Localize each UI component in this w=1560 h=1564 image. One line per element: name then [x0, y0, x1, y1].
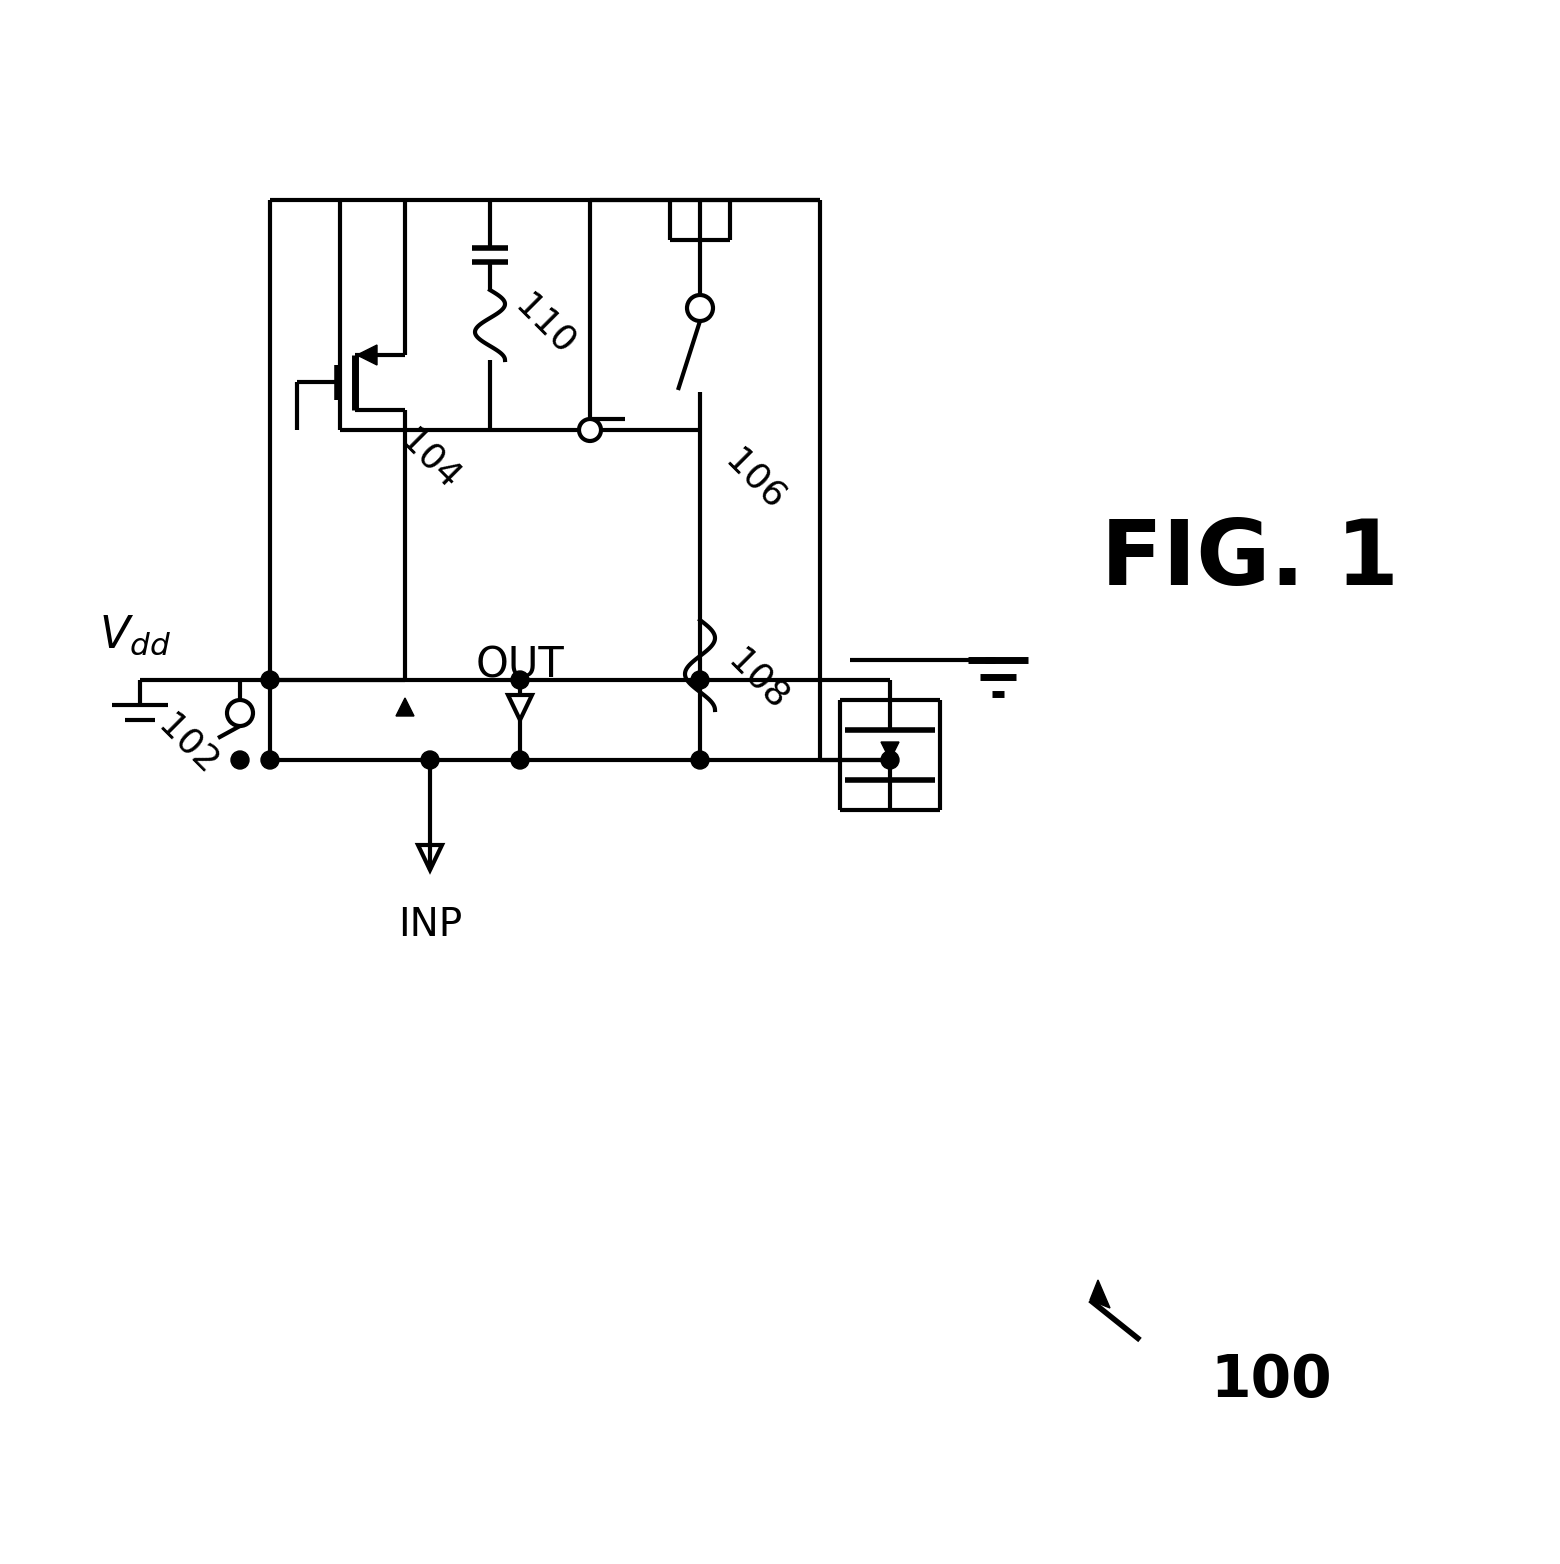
Polygon shape — [881, 741, 899, 760]
Circle shape — [228, 701, 253, 726]
Circle shape — [881, 751, 899, 769]
Text: 110: 110 — [509, 289, 582, 361]
Circle shape — [261, 751, 279, 769]
Text: $V_{dd}$: $V_{dd}$ — [98, 613, 172, 657]
Text: OUT: OUT — [476, 644, 565, 687]
Text: 104: 104 — [393, 424, 466, 496]
Polygon shape — [396, 698, 413, 716]
Circle shape — [691, 671, 708, 690]
Text: 106: 106 — [719, 444, 791, 516]
Text: 108: 108 — [722, 643, 794, 716]
Circle shape — [231, 751, 250, 769]
Text: 100: 100 — [1211, 1351, 1332, 1409]
Circle shape — [421, 751, 438, 769]
Circle shape — [512, 751, 529, 769]
Text: FIG. 1: FIG. 1 — [1101, 516, 1399, 604]
Polygon shape — [357, 346, 378, 364]
Polygon shape — [1090, 1279, 1111, 1308]
Circle shape — [261, 671, 279, 690]
Circle shape — [579, 419, 601, 441]
Circle shape — [691, 751, 708, 769]
Circle shape — [512, 671, 529, 690]
Text: 102: 102 — [151, 708, 225, 782]
Circle shape — [686, 296, 713, 321]
Text: INP: INP — [398, 906, 462, 945]
